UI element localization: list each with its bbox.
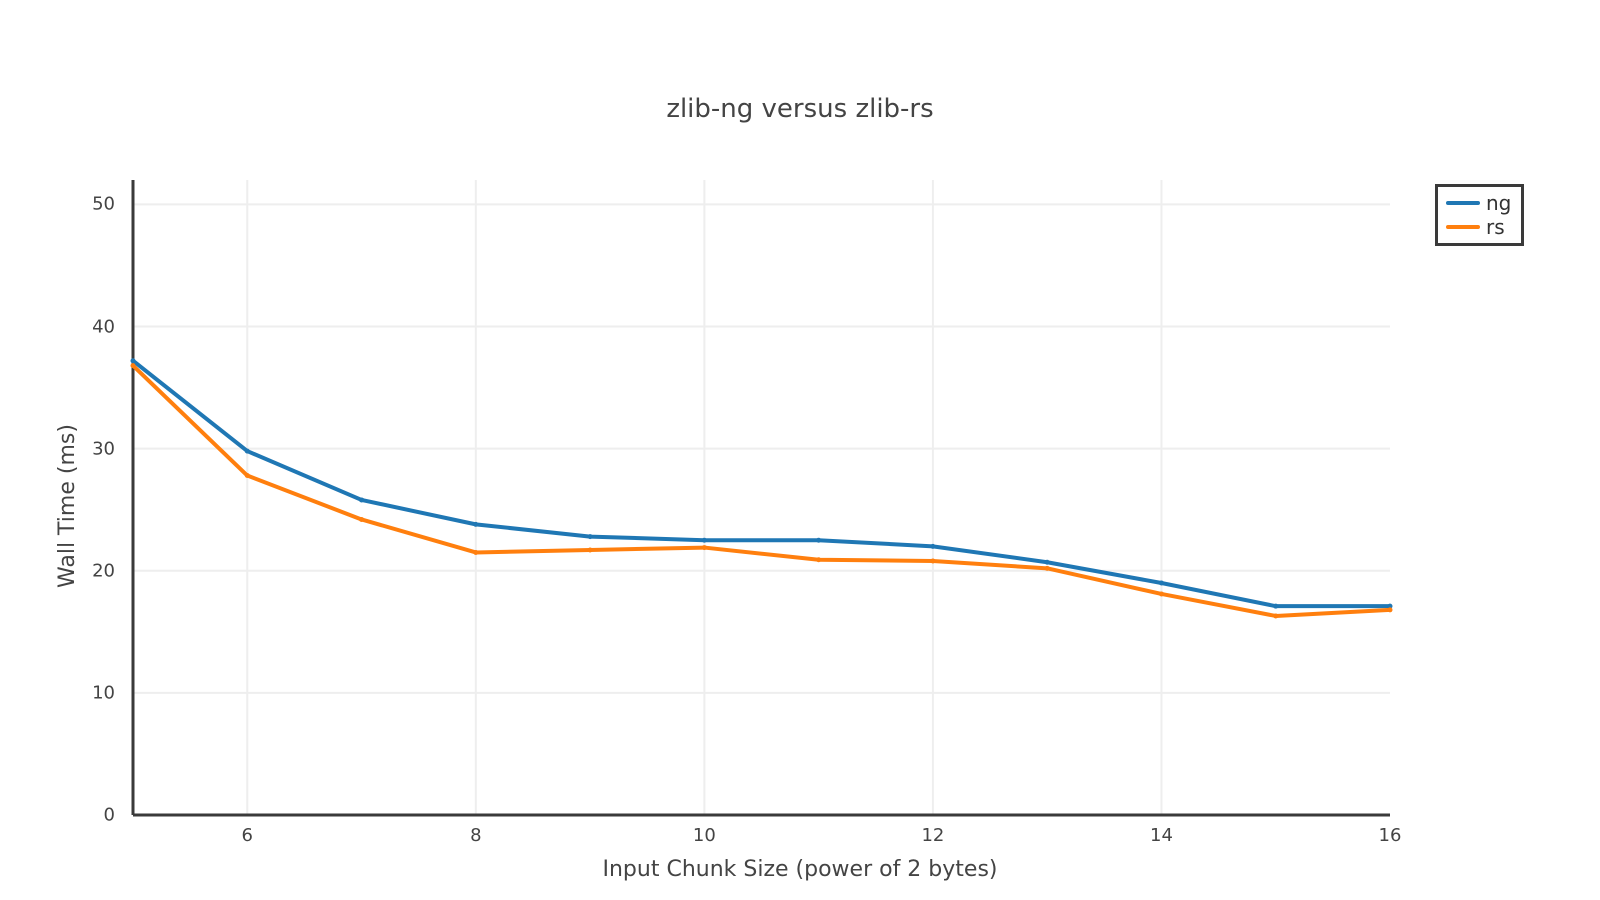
series-marker-rs[interactable] xyxy=(131,363,136,368)
x-tick-label: 8 xyxy=(470,825,481,846)
series-marker-rs[interactable] xyxy=(816,557,821,562)
series-marker-rs[interactable] xyxy=(245,473,250,478)
series-marker-rs[interactable] xyxy=(702,545,707,550)
series-marker-rs[interactable] xyxy=(588,548,593,553)
legend-item-ng[interactable]: ng xyxy=(1446,191,1511,215)
chart-svg xyxy=(0,0,1600,900)
series-marker-ng[interactable] xyxy=(816,538,821,543)
series-marker-ng[interactable] xyxy=(588,534,593,539)
series-marker-rs[interactable] xyxy=(1388,607,1393,612)
axes-group xyxy=(133,180,1390,815)
series-marker-rs[interactable] xyxy=(1273,613,1278,618)
series-marker-rs[interactable] xyxy=(473,550,478,555)
series-marker-rs[interactable] xyxy=(1045,566,1050,571)
series-marker-rs[interactable] xyxy=(359,517,364,522)
legend-swatch xyxy=(1446,225,1480,229)
legend-swatch xyxy=(1446,201,1480,205)
series-group xyxy=(131,358,1393,618)
series-marker-ng[interactable] xyxy=(702,538,707,543)
x-tick-label: 10 xyxy=(693,825,716,846)
x-tick-label: 12 xyxy=(921,825,944,846)
series-marker-ng[interactable] xyxy=(359,497,364,502)
series-line-rs[interactable] xyxy=(133,366,1390,616)
legend-label: ng xyxy=(1486,191,1511,215)
x-tick-label: 6 xyxy=(242,825,253,846)
series-marker-ng[interactable] xyxy=(473,522,478,527)
x-tick-label: 14 xyxy=(1150,825,1173,846)
series-marker-ng[interactable] xyxy=(1273,604,1278,609)
series-marker-rs[interactable] xyxy=(1159,591,1164,596)
series-marker-ng[interactable] xyxy=(245,449,250,454)
series-marker-rs[interactable] xyxy=(930,559,935,564)
chart-container: zlib-ng versus zlib-rs Input Chunk Size … xyxy=(0,0,1600,900)
grid-group xyxy=(133,180,1390,815)
series-marker-ng[interactable] xyxy=(131,358,136,363)
series-marker-ng[interactable] xyxy=(1045,560,1050,565)
legend-item-rs[interactable]: rs xyxy=(1446,215,1511,239)
legend-label: rs xyxy=(1486,215,1505,239)
series-marker-ng[interactable] xyxy=(930,544,935,549)
series-line-ng[interactable] xyxy=(133,361,1390,606)
legend: ngrs xyxy=(1435,184,1524,246)
series-marker-ng[interactable] xyxy=(1159,580,1164,585)
x-tick-label: 16 xyxy=(1379,825,1402,846)
